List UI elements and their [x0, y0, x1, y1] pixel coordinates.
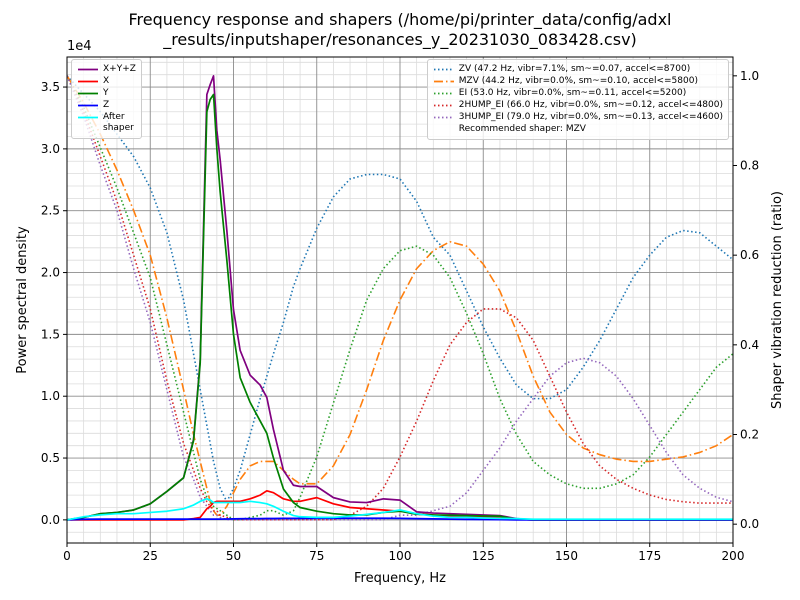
legend-entry: ZV (47.2 Hz, vibr=7.1%, sm~=0.07, accel<…	[433, 64, 723, 75]
legend-label: X+Y+Z	[103, 64, 136, 74]
legend-entry: Y	[77, 88, 136, 99]
legend-label: 3HUMP_EI (79.0 Hz, vibr=0.0%, sm~=0.13, …	[458, 112, 723, 122]
axes: 0 25 50 75 100 125 150 175 200 0.0 0.5 1.0 1.5 2.0 2.5…	[41, 69, 759, 563]
legend-entry: X	[77, 76, 136, 87]
legend-entry: Z	[77, 100, 136, 111]
y2-tick-label: 0.4	[740, 338, 759, 352]
legend-swatch	[433, 68, 454, 71]
legend-swatch	[433, 80, 454, 83]
series-line	[67, 75, 733, 521]
x-tick-label: 75	[309, 549, 324, 563]
y-tick-label: 3.0	[41, 142, 60, 156]
y-tick-label: 2.5	[41, 204, 60, 218]
x-axis-label: Frequency, Hz	[354, 571, 446, 586]
y-tick-label: 1.5	[41, 327, 60, 341]
y-axis-label: Power spectral density	[15, 226, 30, 374]
y-tick-label: 1.0	[41, 389, 60, 403]
x-tick-label: 100	[389, 549, 412, 563]
legend-swatch	[78, 80, 98, 83]
legend-label: Y	[103, 88, 109, 98]
y-tick-label: 0.0	[41, 513, 60, 527]
legend-swatch	[78, 68, 98, 71]
legend-label: ZV (47.2 Hz, vibr=7.1%, sm~=0.07, accel<…	[458, 64, 691, 74]
y2-tick-label: 0.6	[740, 248, 759, 262]
legend-entry: After shaper	[77, 112, 136, 134]
y2-tick-label: 0.2	[740, 428, 759, 442]
legend-swatch	[433, 92, 454, 95]
legend-label: EI (53.0 Hz, vibr=0.0%, sm~=0.11, accel<…	[458, 88, 687, 98]
y2-tick-label: 0.0	[740, 517, 759, 531]
legend-entry: X+Y+Z	[77, 64, 136, 75]
legend-swatch	[78, 116, 98, 119]
plot-lines	[67, 75, 733, 521]
x-tick-label: 150	[555, 549, 578, 563]
series-line	[67, 75, 733, 516]
series-line	[67, 75, 733, 521]
legend-swatch	[433, 116, 454, 119]
y-tick-label: 2.0	[41, 266, 60, 280]
y2-tick-label: 0.8	[740, 158, 759, 172]
legend-entry: Recommended shaper: MZV	[433, 124, 723, 135]
legend-swatch	[78, 104, 98, 107]
y-tick-label: 3.5	[41, 80, 60, 94]
legend: ZV (47.2 Hz, vibr=7.1%, sm~=0.07, accel<…	[426, 59, 729, 140]
y-offset-label: 1e4	[67, 39, 92, 54]
x-tick-label: 25	[143, 549, 158, 563]
legend-label: X	[103, 76, 110, 86]
legend-entry: 3HUMP_EI (79.0 Hz, vibr=0.0%, sm~=0.13, …	[433, 112, 723, 123]
x-tick-label: 125	[472, 549, 495, 563]
y-tick-label: 0.5	[41, 451, 60, 465]
legend: X+Y+Z X Y Z After shaper	[71, 59, 142, 139]
legend-label: MZV (44.2 Hz, vibr=0.0%, sm~=0.10, accel…	[458, 76, 698, 86]
legend-entry: MZV (44.2 Hz, vibr=0.0%, sm~=0.10, accel…	[433, 76, 723, 87]
grid	[66, 57, 734, 543]
x-tick-label: 50	[226, 549, 241, 563]
legend-swatch	[433, 104, 454, 107]
series-line	[67, 498, 733, 521]
legend-swatch	[433, 125, 455, 134]
legend-note: Recommended shaper: MZV	[458, 124, 586, 134]
legend-entry: 2HUMP_EI (66.0 Hz, vibr=0.0%, sm~=0.12, …	[433, 100, 723, 111]
legend-entry: EI (53.0 Hz, vibr=0.0%, sm~=0.11, accel<…	[433, 88, 723, 99]
legend-label: 2HUMP_EI (66.0 Hz, vibr=0.0%, sm~=0.12, …	[458, 100, 723, 110]
y2-tick-label: 1.0	[740, 69, 759, 83]
x-tick-label: 0	[63, 549, 71, 563]
series-line	[67, 75, 733, 503]
legend-label: Z	[103, 100, 110, 110]
y2-axis-label: Shaper vibration reduction (ratio)	[770, 191, 785, 409]
legend-label: After shaper	[103, 112, 134, 133]
x-tick-label: 175	[638, 549, 661, 563]
legend-swatch	[78, 92, 98, 95]
chart-title: Frequency response and shapers (/home/pi…	[128, 10, 672, 49]
x-tick-label: 200	[722, 549, 745, 563]
